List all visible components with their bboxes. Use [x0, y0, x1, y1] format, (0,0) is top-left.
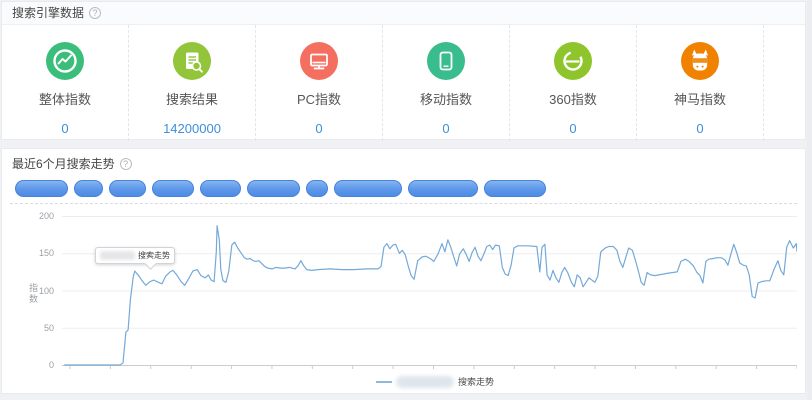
metric-value[interactable]: 0: [569, 121, 577, 136]
panel1-title: 搜索引擎数据: [12, 6, 85, 20]
metric-label: PC指数: [296, 92, 342, 107]
metric-card-shenma-index: 神马指数 0: [637, 25, 764, 141]
smartphone-icon: [427, 42, 465, 80]
trend-line-chart[interactable]: [62, 216, 798, 371]
dashed-separator: [10, 203, 797, 204]
metric-value[interactable]: 0: [315, 121, 323, 136]
y-axis-tick-label: 50: [43, 322, 54, 333]
y-axis-tick-label: 150: [38, 248, 54, 259]
chart-canvas[interactable]: [62, 216, 798, 371]
legend-line-marker: [376, 380, 392, 383]
y-axis-tick-label: 200: [38, 211, 54, 221]
metric-label: 移动指数: [419, 92, 472, 107]
panel2-header: 最近6个月搜索走势 ?: [2, 149, 805, 179]
keyword-tag-pill[interactable]: [200, 180, 241, 197]
y-axis-tick-label: 100: [38, 285, 54, 296]
chart-tooltip: 搜索走势: [95, 247, 175, 270]
metric-cards-row: 整体指数 0 搜索结果 14200000 PC指数 0 移动指数 0 360指数 0 神马指数 0: [2, 25, 805, 141]
metric-card-360-index: 360指数 0: [510, 25, 637, 141]
keyword-tag-pill[interactable]: [408, 180, 478, 197]
metric-label: 神马指数: [673, 92, 726, 107]
keyword-tag-pill[interactable]: [109, 180, 146, 197]
metric-value[interactable]: 0: [442, 121, 450, 136]
chart-legend[interactable]: 搜索走势: [376, 375, 494, 388]
metric-value[interactable]: 0: [696, 121, 704, 136]
keyword-tag-pill[interactable]: [334, 180, 402, 197]
monitor-icon: [300, 42, 338, 80]
metric-card-search-results: 搜索结果 14200000: [129, 25, 256, 141]
help-icon[interactable]: ?: [89, 7, 102, 19]
keyword-tag-list: [15, 180, 546, 197]
metric-value[interactable]: 0: [61, 121, 69, 136]
panel2-title: 最近6个月搜索走势: [12, 157, 115, 171]
metric-label: 整体指数: [38, 92, 91, 107]
metric-card-mobile-index: 移动指数 0: [383, 25, 510, 141]
legend-label: 搜索走势: [458, 377, 495, 387]
y-axis-tick-label: 0: [48, 360, 54, 370]
panel1-header: 搜索引擎数据 ?: [2, 2, 805, 25]
search-engine-data-panel: 搜索引擎数据 ? 整体指数 0 搜索结果 14200000 PC指数 0 移动指数 0 360指…: [1, 1, 806, 141]
keyword-tag-pill[interactable]: [152, 180, 194, 197]
tooltip-label: 搜索走势: [138, 251, 170, 260]
scrollbar-track[interactable]: [807, 0, 812, 400]
y-axis-title: 指数: [28, 283, 38, 305]
metric-label: 搜索结果: [165, 92, 218, 107]
keyword-tag-pill[interactable]: [74, 180, 103, 197]
metric-card-overall-index: 整体指数 0: [2, 25, 129, 141]
search-trend-panel: 最近6个月搜索走势 ? 指数 200 150 100 50 0 搜索走势 搜索走势: [1, 148, 806, 394]
360-browser-icon: [554, 42, 592, 80]
metric-value[interactable]: 14200000: [163, 121, 221, 136]
metric-card-pc-index: PC指数 0: [256, 25, 383, 141]
shenma-icon: [681, 42, 719, 80]
keyword-tag-pill[interactable]: [484, 180, 546, 197]
metric-label: 360指数: [549, 92, 597, 107]
keyword-tag-pill[interactable]: [15, 180, 68, 197]
redacted-keyword: [100, 251, 135, 260]
document-search-icon: [173, 42, 211, 80]
help-icon[interactable]: ?: [119, 158, 132, 170]
keyword-tag-pill[interactable]: [306, 180, 328, 197]
trend-circle-icon: [46, 42, 84, 80]
keyword-tag-pill[interactable]: [247, 180, 300, 197]
redacted-keyword: [396, 375, 454, 388]
